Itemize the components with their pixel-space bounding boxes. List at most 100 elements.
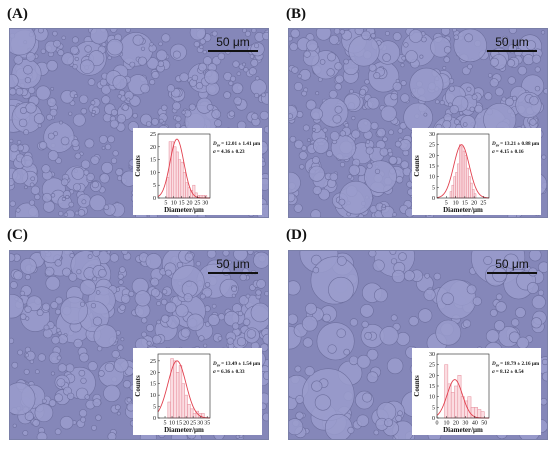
droplet bbox=[24, 77, 31, 84]
histogram-bar bbox=[178, 365, 183, 419]
droplet bbox=[61, 35, 66, 41]
mean-diameter-annotation: Dav= 18.79 ± 2.16 μm bbox=[491, 361, 540, 367]
droplet bbox=[91, 424, 97, 431]
histogram-bar bbox=[468, 176, 471, 199]
droplet bbox=[435, 319, 462, 346]
droplet bbox=[339, 29, 345, 35]
droplet bbox=[126, 97, 131, 102]
droplet bbox=[263, 125, 268, 134]
droplet bbox=[81, 199, 87, 205]
droplet bbox=[332, 114, 342, 124]
droplet bbox=[87, 361, 98, 372]
plot-frame bbox=[157, 353, 211, 419]
droplet bbox=[56, 355, 62, 361]
y-tick-label: 30 bbox=[429, 132, 435, 138]
droplet bbox=[60, 136, 70, 146]
histogram-bar bbox=[176, 372, 180, 419]
droplet bbox=[397, 410, 403, 416]
droplet bbox=[11, 361, 19, 369]
droplet bbox=[99, 135, 108, 144]
droplet bbox=[116, 114, 126, 124]
x-tick-label: 15 bbox=[179, 201, 185, 207]
droplet bbox=[368, 63, 377, 72]
droplet bbox=[289, 42, 298, 52]
droplet bbox=[23, 129, 29, 136]
droplet bbox=[348, 355, 359, 366]
droplet bbox=[206, 104, 214, 111]
droplet bbox=[541, 154, 547, 160]
droplet bbox=[448, 102, 453, 107]
droplet bbox=[71, 139, 80, 148]
droplet bbox=[238, 40, 244, 46]
droplet bbox=[441, 292, 454, 305]
droplet bbox=[298, 151, 308, 160]
droplet bbox=[329, 131, 340, 141]
droplet bbox=[61, 197, 66, 202]
droplet bbox=[45, 275, 61, 291]
droplet bbox=[89, 194, 106, 212]
y-tick-label: 10 bbox=[429, 175, 435, 181]
droplet bbox=[61, 52, 75, 66]
droplet bbox=[202, 50, 207, 55]
droplet bbox=[389, 251, 397, 255]
droplet bbox=[250, 59, 259, 67]
droplet bbox=[172, 50, 181, 59]
droplet bbox=[140, 83, 150, 94]
droplet bbox=[385, 31, 390, 36]
droplet bbox=[140, 46, 146, 51]
droplet bbox=[223, 91, 231, 99]
droplet bbox=[403, 270, 415, 282]
droplet bbox=[254, 92, 260, 98]
droplet bbox=[328, 276, 354, 303]
droplet bbox=[301, 368, 355, 421]
droplet bbox=[424, 272, 430, 279]
droplet bbox=[540, 398, 547, 406]
droplet bbox=[388, 156, 398, 165]
droplet bbox=[129, 61, 136, 68]
histogram-bar bbox=[467, 396, 472, 419]
droplet bbox=[68, 272, 78, 282]
y-tick-label: 15 bbox=[150, 382, 156, 388]
droplet bbox=[449, 104, 459, 115]
droplet bbox=[206, 251, 217, 259]
droplet bbox=[494, 87, 504, 97]
droplet bbox=[146, 324, 155, 333]
droplet bbox=[23, 65, 33, 75]
droplet bbox=[13, 270, 24, 281]
droplet bbox=[260, 343, 268, 352]
droplet bbox=[443, 56, 451, 63]
y-tick-label: 10 bbox=[150, 170, 156, 176]
droplet bbox=[137, 56, 147, 66]
droplet bbox=[311, 380, 323, 392]
droplet bbox=[495, 293, 503, 301]
droplet bbox=[18, 118, 28, 128]
sigma-annotation: σ= 4.15 ± 0.16 bbox=[492, 149, 524, 155]
droplet bbox=[175, 115, 182, 122]
droplet bbox=[489, 309, 498, 317]
droplet bbox=[312, 266, 320, 274]
droplet bbox=[364, 79, 370, 85]
histogram-bar bbox=[455, 172, 458, 199]
droplet bbox=[392, 81, 402, 92]
droplet bbox=[356, 354, 371, 369]
droplet bbox=[156, 49, 168, 61]
droplet bbox=[230, 75, 237, 82]
x-tick-label: 40 bbox=[472, 421, 478, 427]
droplet bbox=[304, 366, 315, 377]
droplet bbox=[104, 362, 115, 373]
droplet bbox=[10, 74, 19, 88]
panel-label-a: (A) bbox=[7, 6, 28, 22]
droplet bbox=[72, 113, 86, 127]
droplet bbox=[392, 32, 402, 41]
droplet bbox=[226, 337, 234, 345]
droplet bbox=[10, 294, 24, 319]
droplet bbox=[141, 317, 148, 324]
droplet bbox=[390, 258, 398, 265]
droplet bbox=[32, 419, 40, 427]
droplet bbox=[394, 140, 402, 148]
droplet bbox=[211, 303, 217, 309]
droplet bbox=[474, 104, 484, 114]
droplet bbox=[348, 35, 380, 67]
droplet bbox=[418, 308, 433, 323]
droplet bbox=[80, 416, 86, 423]
